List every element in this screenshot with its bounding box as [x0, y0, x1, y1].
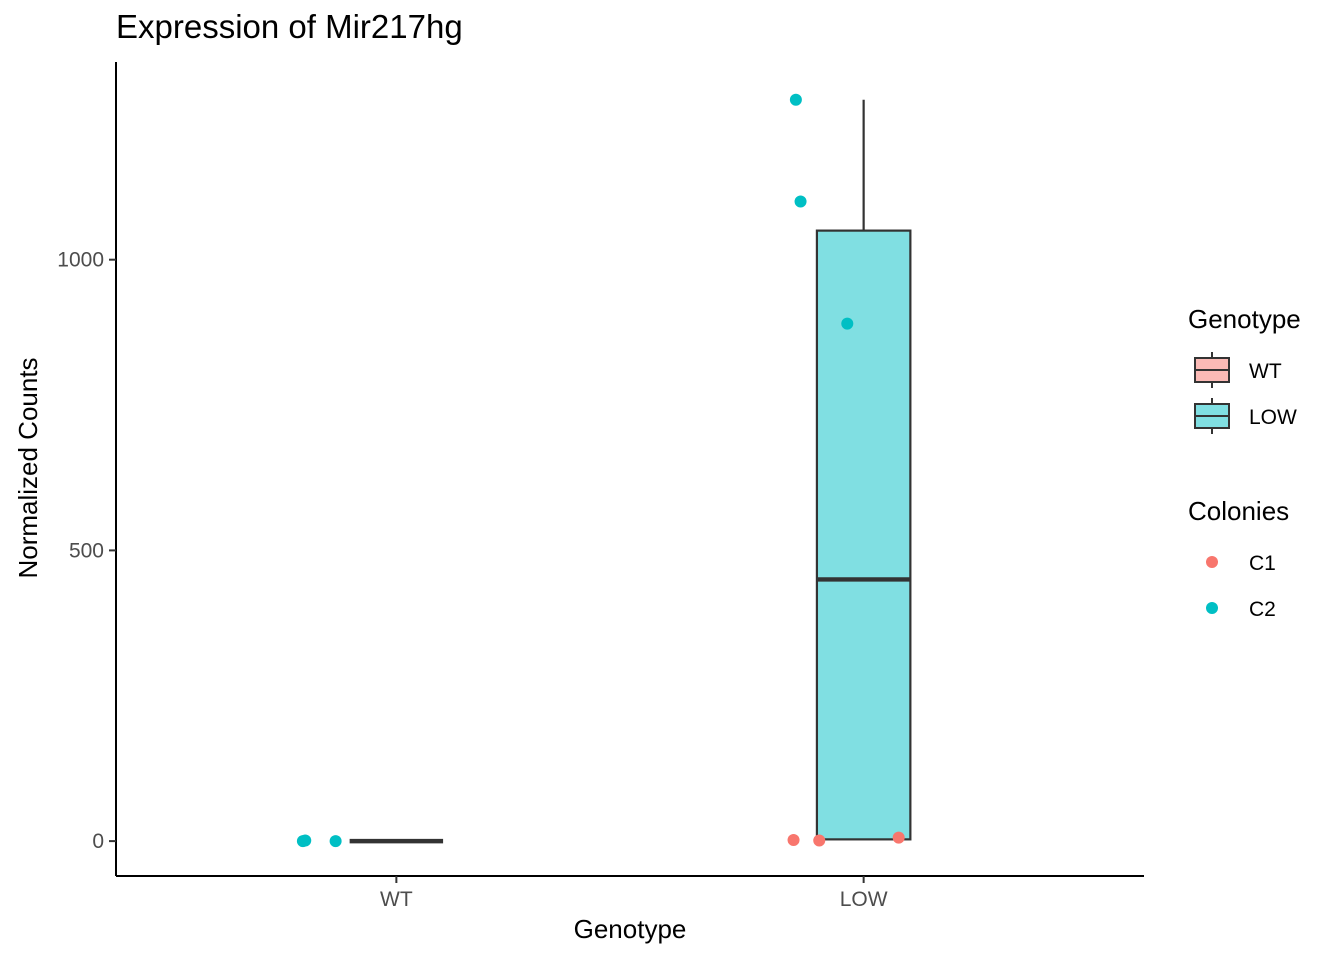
legend-colonies-title: Colonies [1188, 496, 1289, 526]
chart-title: Expression of Mir217hg [116, 8, 463, 45]
legend-key-genotype-low [1194, 398, 1230, 434]
legend-genotype-title: Genotype [1188, 304, 1301, 334]
legend: Genotype Colonies WT LOW C1 C2 [1188, 304, 1301, 621]
legend-key-colony-c1 [1206, 556, 1218, 568]
y-tick-label-1000: 1000 [57, 249, 104, 272]
legend-key-colony-c2 [1206, 602, 1218, 614]
data-point-low-c2-4 [794, 195, 807, 208]
legend-label-genotype-low: LOW [1249, 406, 1297, 429]
data-point-low-c1-7 [813, 834, 826, 847]
legend-label-colony-c1: C1 [1249, 552, 1276, 575]
data-point-low-c2-5 [841, 317, 854, 330]
plot-area: 0 500 1000 WT LOW [57, 62, 1144, 911]
legend-key-genotype-wt [1194, 352, 1230, 388]
data-point-wt-c2-2 [329, 835, 342, 848]
y-axis-title: Normalized Counts [13, 357, 43, 578]
y-tick-label-500: 500 [69, 539, 104, 562]
legend-label-colony-c2: C2 [1249, 598, 1276, 621]
x-tick-label-low: LOW [840, 888, 888, 911]
data-point-low-c1-8 [892, 831, 905, 844]
y-tick-label-0: 0 [92, 830, 104, 853]
legend-label-genotype-wt: WT [1249, 360, 1282, 383]
x-axis-title: Genotype [574, 914, 687, 944]
box-low [815, 229, 912, 841]
x-tick-label-wt: WT [380, 888, 413, 911]
data-point-low-c1-6 [787, 833, 800, 846]
data-point-wt-c2-1 [299, 834, 312, 847]
data-point-low-c2-3 [789, 93, 802, 106]
